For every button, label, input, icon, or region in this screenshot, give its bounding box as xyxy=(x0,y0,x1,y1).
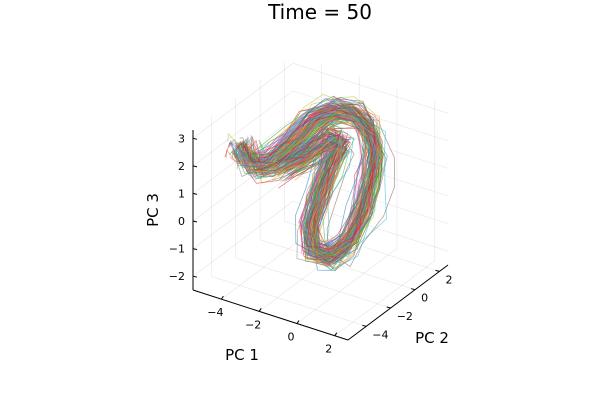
grid-line-y-floor xyxy=(211,276,367,327)
y-tick xyxy=(362,324,367,327)
y-tick-label: −4 xyxy=(372,328,388,341)
z-tick xyxy=(192,275,198,278)
trajectory-line xyxy=(234,117,366,261)
x-tick xyxy=(258,308,262,312)
y-tick xyxy=(410,288,416,291)
x-tick-label: −4 xyxy=(207,306,223,319)
grid-line-x-floor xyxy=(334,260,435,336)
z-tick-label: 0 xyxy=(178,215,185,228)
axes xyxy=(192,130,449,341)
grid-line-z-side xyxy=(192,63,294,139)
z-tick xyxy=(192,220,198,223)
trajectory-line xyxy=(235,109,373,250)
z-tick xyxy=(192,165,198,168)
y-axis-line xyxy=(347,264,449,341)
z-tick xyxy=(192,137,198,140)
x-tick xyxy=(296,320,300,324)
y-axis-label: PC 2 xyxy=(415,329,449,347)
trajectory-lines xyxy=(224,94,396,271)
y-tick xyxy=(386,306,391,309)
trajectory-line xyxy=(235,104,382,257)
trajectory-line xyxy=(244,103,383,254)
grid-line-z-side xyxy=(192,200,294,277)
grid-line-z-side xyxy=(192,90,294,167)
z-tick xyxy=(192,248,198,251)
x-axis-line xyxy=(192,289,349,341)
z-tick-label: 1 xyxy=(178,187,185,200)
x-axis-label: PC 1 xyxy=(225,346,259,364)
grid-line-x-floor xyxy=(296,248,398,324)
x-tick-label: −2 xyxy=(245,318,261,331)
z-tick-label: 3 xyxy=(178,132,185,145)
grid-line-z-back xyxy=(292,63,449,114)
tick-labels: −4 −2 0 2 −4 −2 0 2 −2 −1 0 1 2 3 xyxy=(169,132,453,355)
z-tick-label: 2 xyxy=(178,160,185,173)
trajectory-line xyxy=(245,108,384,258)
z-axis-label: PC 3 xyxy=(144,193,162,227)
y-tick-label: 2 xyxy=(446,273,453,286)
trajectory-line xyxy=(231,113,377,255)
z-tick-label: −2 xyxy=(169,270,185,283)
z-tick-label: −1 xyxy=(169,243,185,256)
trajectory-line xyxy=(238,103,376,265)
grid-line-y-floor xyxy=(260,239,416,290)
x-tick-label: 0 xyxy=(288,331,295,344)
trajectory-line xyxy=(235,102,371,253)
y-tick xyxy=(435,269,440,272)
z-tick xyxy=(192,192,198,195)
y-tick-label: 0 xyxy=(421,292,428,305)
grid-line-y-floor xyxy=(235,257,391,309)
x-tick-label: 2 xyxy=(325,343,332,356)
x-tick xyxy=(334,332,338,336)
trajectory-line xyxy=(248,108,382,257)
x-tick xyxy=(220,295,224,300)
y-tick-label: −2 xyxy=(397,310,413,323)
trajectory-line xyxy=(246,105,373,260)
chart-title: Time = 50 xyxy=(267,0,372,24)
grid-line-z-side xyxy=(192,173,294,249)
